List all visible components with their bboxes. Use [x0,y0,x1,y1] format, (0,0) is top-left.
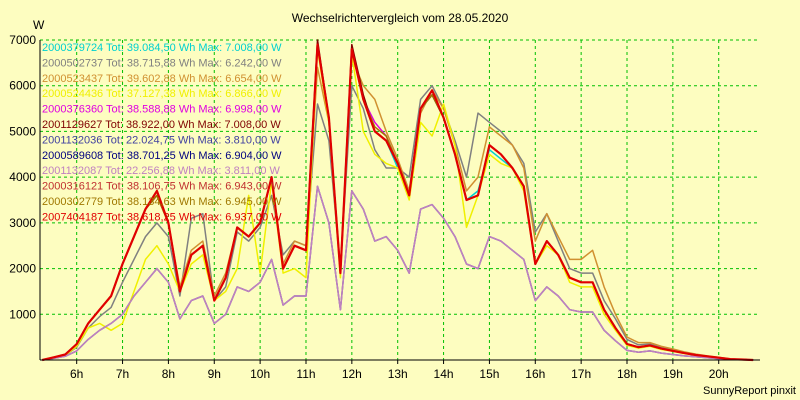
legend-entry-10: 2000302779 Tot: 38.134,63 Wh Max: 6.945,… [42,196,282,208]
x-tick-label-7: 13h [388,367,408,381]
legend-entry-5: 2001129627 Tot: 38.922,00 Wh Max: 7.008,… [42,119,281,131]
legend-entry-6: 2001132036 Tot: 22.024,75 Wh Max: 3.810,… [42,134,281,146]
x-tick-label-10: 16h [525,367,545,381]
chart-title: Wechselrichtervergleich vom 28.05.2020 [292,11,509,25]
x-tick-label-0: 6h [70,367,83,381]
legend-entry-7: 2000589608 Tot: 38.701,25 Wh Max: 6.904,… [42,150,282,162]
legend-entry-9: 2000316121 Tot: 38.106,75 Wh Max: 6.943,… [42,181,282,193]
y-tick-label-0: 1000 [9,307,36,321]
y-tick-label-1: 2000 [9,262,36,276]
series-line-11 [42,43,754,362]
series-line-8 [42,185,754,361]
y-tick-label-2: 3000 [9,216,36,230]
legend-entry-11: 2007404187 Tot: 38.618,25 Wh Max: 6.937,… [42,211,282,223]
y-tick-label-4: 5000 [9,124,36,138]
x-tick-label-1: 7h [116,367,129,381]
legend-entry-4: 2000376360 Tot: 38.588,88 Wh Max: 6.998,… [42,104,282,116]
y-tick-label-3: 4000 [9,170,36,184]
legend-entry-8: 2001132087 Tot: 22.256,88 Wh Max: 3.811,… [42,165,281,177]
legend-entry-1: 2000502737 Tot: 38.715,88 Wh Max: 6.242,… [42,57,282,69]
legend-entry-2: 2000523437 Tot: 39.602,88 Wh Max: 6.654,… [42,73,282,85]
legend-entry-0: 2000379724 Tot: 39.084,50 Wh Max: 7.008,… [42,42,282,54]
x-tick-label-12: 18h [617,367,637,381]
y-tick-label-5: 6000 [9,79,36,93]
x-tick-label-2: 8h [162,367,175,381]
x-tick-label-9: 15h [479,367,499,381]
grid [40,39,760,360]
y-tick-label-6: 7000 [9,33,36,47]
x-tick-label-5: 11h [296,367,315,381]
legend-entry-3: 2000524436 Tot: 37.127,38 Wh Max: 6.866,… [42,88,282,100]
x-tick-label-13: 19h [663,367,683,381]
series-lines [42,39,754,362]
y-axis-unit: W [33,18,45,32]
credit-label: SunnyReport pinxit [703,385,796,397]
x-tick-label-6: 12h [342,367,362,381]
x-tick-label-3: 9h [208,367,221,381]
x-tick-label-11: 17h [571,367,591,381]
legend: 2000379724 Tot: 39.084,50 Wh Max: 7.008,… [42,42,282,223]
x-tick-label-8: 14h [434,367,454,381]
axes: 1000 2000 3000 4000 5000 6000 7000 6h 7h 8h 9h 10h 1… [9,33,760,381]
x-tick-label-14: 20h [709,367,729,381]
x-tick-label-4: 10h [250,367,270,381]
